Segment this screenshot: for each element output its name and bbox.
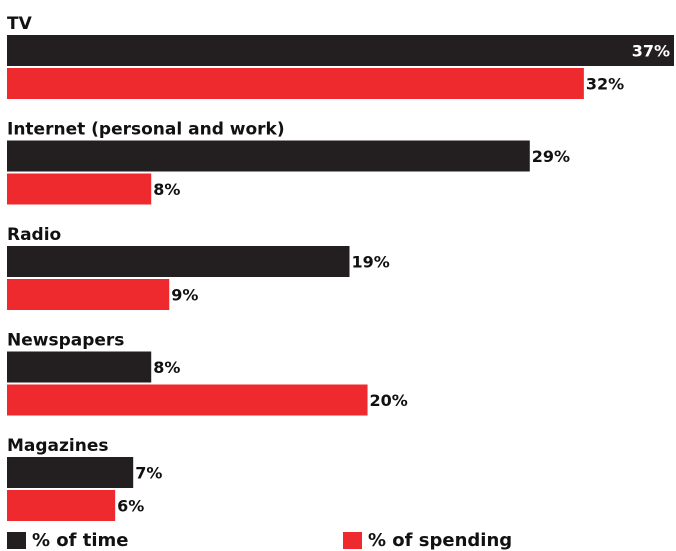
- category-label-magazines: Magazines: [7, 436, 109, 456]
- bar-spending-newspapers: [7, 384, 368, 416]
- bar-chart: TV 37% 32% Internet (personal and work) 29% 8…: [7, 14, 674, 521]
- data-label-time-magazines: 7%: [135, 464, 162, 483]
- category-label-radio: Radio: [7, 225, 61, 245]
- data-label-time-newspapers: 8%: [153, 358, 180, 377]
- bar-time-newspapers: [7, 351, 152, 383]
- legend-swatch-time: [7, 531, 26, 549]
- bar-time-tv: [7, 35, 674, 66]
- bar-spending-magazines: [7, 490, 116, 521]
- bar-time-internet-personal-and-work: [7, 140, 530, 172]
- data-label-spending-internet-personal-and-work: 8%: [153, 180, 180, 199]
- data-label-time-tv: 37%: [632, 42, 670, 61]
- data-label-spending-tv: 32%: [586, 75, 624, 94]
- legend-swatch-spending: [343, 531, 362, 549]
- legend-item-time: % of time: [7, 529, 129, 551]
- data-label-time-radio: 19%: [352, 253, 390, 272]
- category-label-tv: TV: [7, 14, 33, 34]
- legend-item-spending: % of spending: [343, 529, 513, 551]
- legend-label-spending: % of spending: [368, 529, 513, 551]
- data-label-spending-magazines: 6%: [117, 497, 144, 516]
- bar-time-radio: [7, 246, 350, 277]
- bar-spending-tv: [7, 68, 584, 99]
- bar-spending-internet-personal-and-work: [7, 173, 152, 205]
- bar-spending-radio: [7, 279, 170, 310]
- bar-time-magazines: [7, 457, 134, 488]
- legend-label-time: % of time: [32, 529, 129, 551]
- category-label-newspapers: Newspapers: [7, 331, 124, 351]
- data-label-time-internet-personal-and-work: 29%: [532, 147, 570, 166]
- category-label-internet-personal-and-work: Internet (personal and work): [7, 120, 285, 140]
- data-label-spending-radio: 9%: [171, 286, 198, 305]
- data-label-spending-newspapers: 20%: [370, 391, 408, 410]
